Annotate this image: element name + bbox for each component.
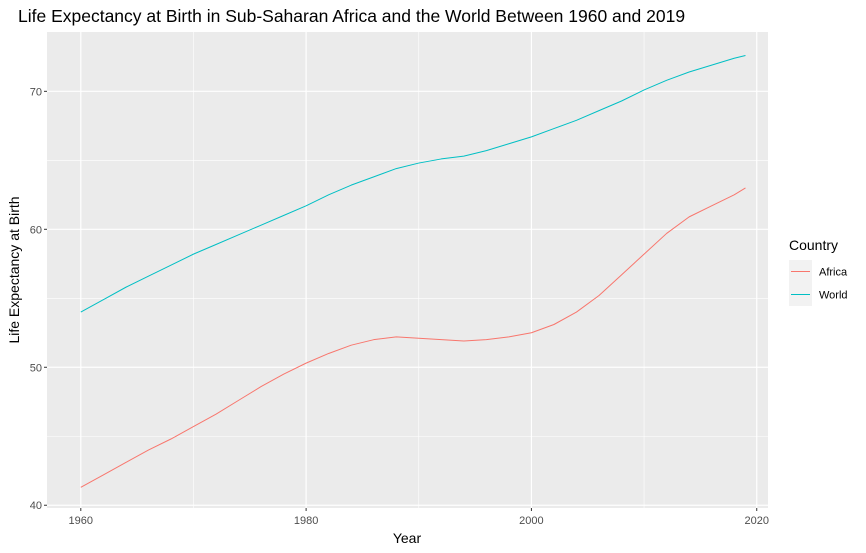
minor-gridlines [47,32,768,508]
y-tick-label: 50 [30,362,42,374]
y-tick-label: 60 [30,224,42,236]
legend-label-africa: Africa [819,267,848,279]
series-line-world [80,54,746,313]
series-lines [80,54,746,488]
major-gridlines [47,32,768,508]
x-tick-label: 2000 [519,515,543,527]
series-line-africa [80,187,746,488]
x-tick-label: 1980 [294,515,318,527]
x-tick-label: 2020 [744,515,768,527]
y-tick-label: 70 [30,86,42,98]
chart-title: Life Expectancy at Birth in Sub-Saharan … [18,6,685,26]
y-axis-title: Life Expectancy at Birth [6,196,22,343]
legend-label-world: World [819,290,848,302]
legend: Country Africa World [789,237,848,306]
y-tick-label: 40 [30,500,42,512]
x-axis: 1960 1980 2000 2020 [69,508,769,527]
legend-items: Africa World [789,260,848,306]
y-axis: 40 50 60 70 [30,86,47,512]
x-tick-label: 1960 [69,515,93,527]
plot-panel [47,32,768,508]
x-axis-title: Year [393,530,422,546]
legend-title: Country [789,237,838,253]
